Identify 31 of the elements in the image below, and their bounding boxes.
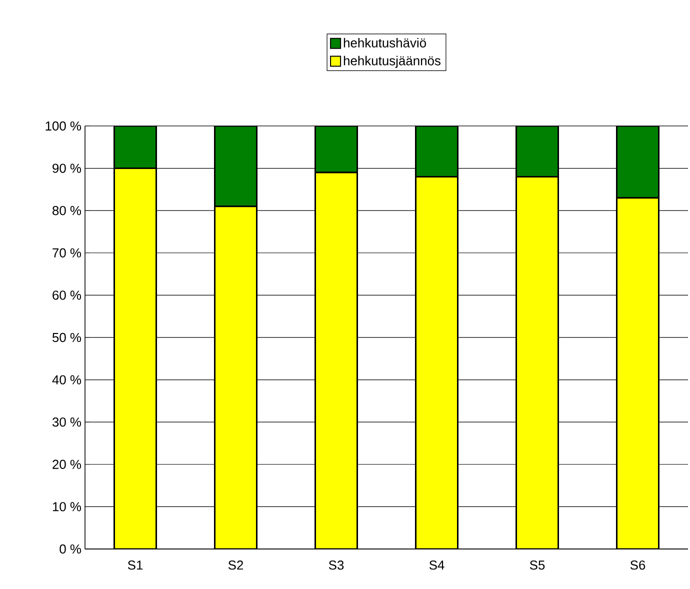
x-tick-label: S2 [228,560,244,570]
x-tick-label: S6 [630,560,646,570]
bar [616,126,660,199]
bar [214,206,258,549]
bar [516,176,560,549]
bar [114,168,158,549]
y-tick-label: 90 % [52,164,82,173]
y-tick-label: 10 % [52,502,82,512]
bar [415,126,459,178]
y-tick-label: 40 % [52,375,82,384]
y-tick-label: 100 % [46,121,82,131]
x-tick-label: S3 [328,560,344,570]
bar [415,176,459,549]
bar [516,126,560,178]
bar [314,126,358,174]
x-tick-label: S4 [429,560,444,570]
y-tick-label: 50 % [52,332,82,342]
x-tick-label: S5 [530,560,545,570]
y-tick-label: 0 % [60,544,82,554]
legend-label: hehkutusjäännös [344,56,440,68]
y-tick-label: 80 % [52,206,82,216]
y-tick-label: 20 % [52,460,82,469]
y-tick-label: 60 % [52,290,82,300]
x-tick-label: S1 [128,560,143,570]
y-tick-label: 70 % [52,248,82,258]
bar [616,197,660,549]
y-tick-label: 30 % [52,417,82,427]
bar [314,172,358,549]
bar [214,126,258,208]
bar [114,126,158,170]
legend-label: hehkutushäviö [344,38,426,48]
